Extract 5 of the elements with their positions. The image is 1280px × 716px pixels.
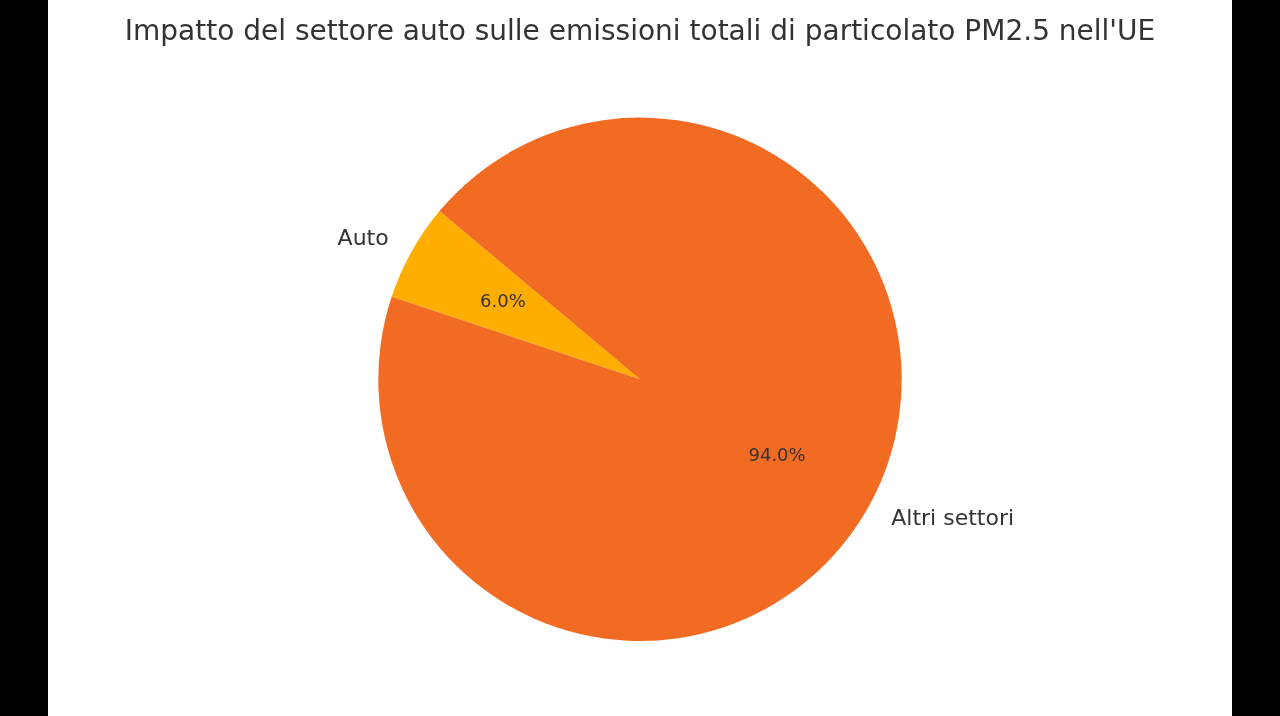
data-label: 94.0% bbox=[748, 443, 806, 465]
slice-label: Altri settori bbox=[891, 505, 1015, 531]
chart-title: Impatto del settore auto sulle emissioni totali di particolato PM2.5 nell'UE bbox=[124, 14, 1156, 48]
data-label: 6.0% bbox=[480, 290, 526, 312]
slice-label: Auto bbox=[337, 224, 389, 250]
